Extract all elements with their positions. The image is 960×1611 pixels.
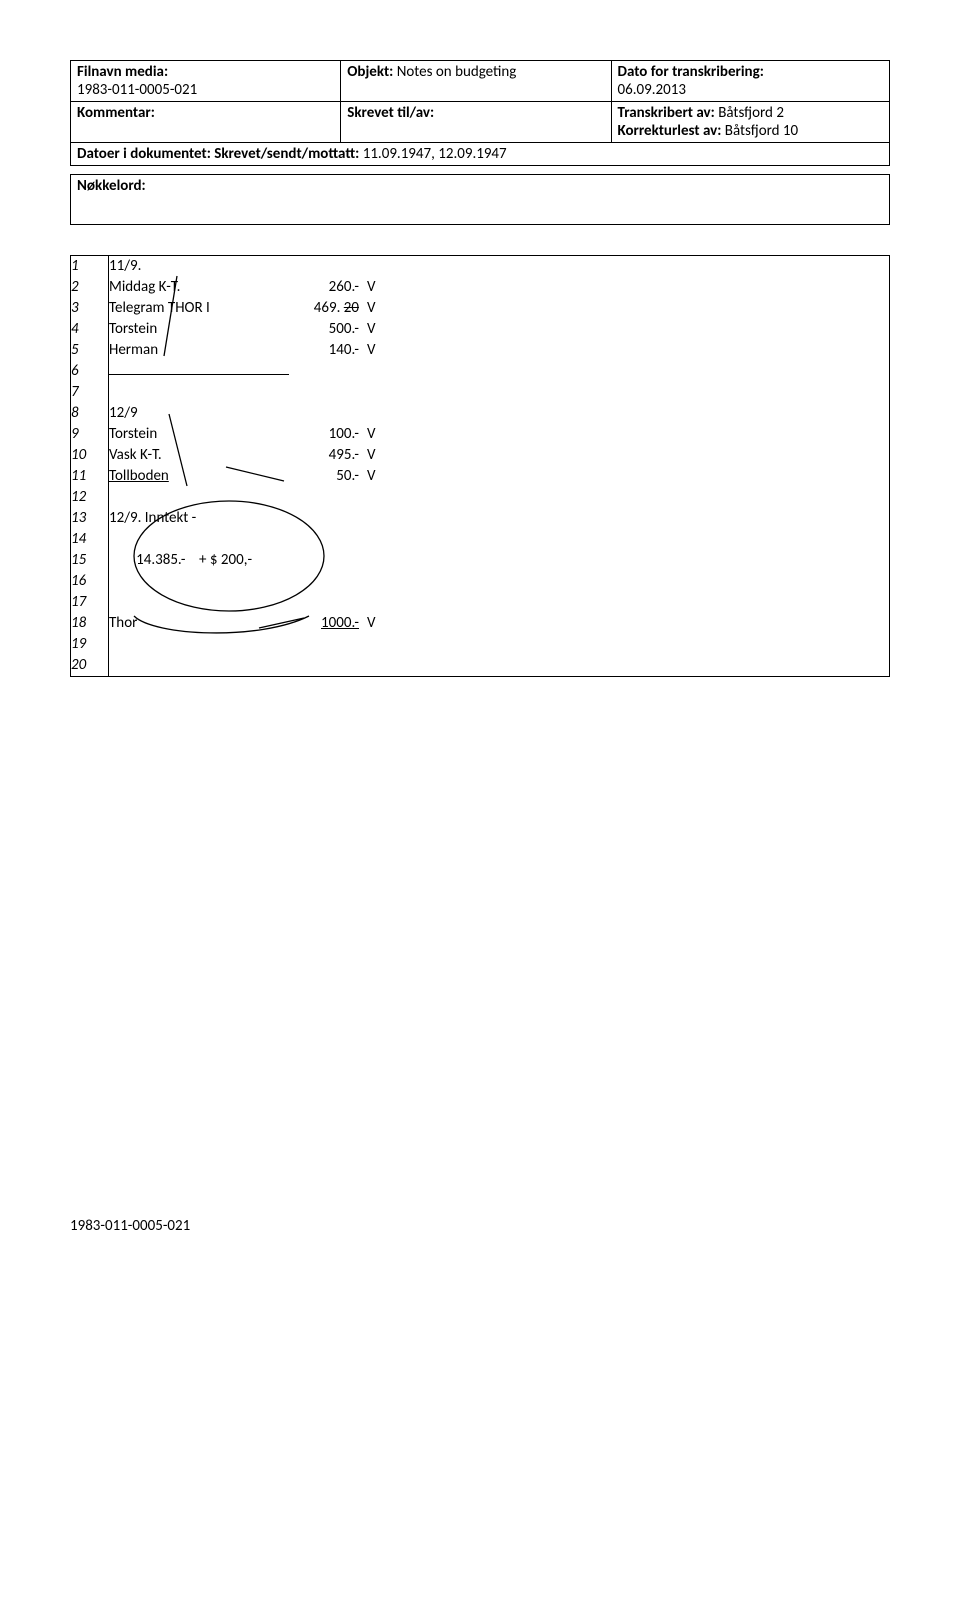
r18-desc: Thor: [109, 613, 279, 634]
meta-objekt-value: Notes on budgeting: [397, 63, 517, 81]
content-table: 1234567891011121314151617181920 11/9. Mi…: [70, 255, 890, 677]
line-number: 16: [71, 571, 108, 592]
r10-ext: V: [359, 445, 376, 466]
content-row-15: 14.385.- + $ 200,-: [109, 550, 889, 571]
r2-ext: V: [359, 277, 376, 298]
r18-val: 1000.-: [279, 613, 359, 634]
content-row-6: [109, 361, 889, 382]
content-row-7: [109, 382, 889, 403]
meta-filnavn-value: 1983-011-0005-021: [77, 81, 197, 99]
r15-desc: 14.385.- + $ 200,-: [109, 550, 252, 571]
content-row-11: Tollboden 50.- V: [109, 466, 889, 487]
line-number: 1: [71, 256, 108, 277]
content-row-1: 11/9.: [109, 256, 889, 277]
r4-val: 500.-: [279, 319, 359, 340]
line-number: 2: [71, 277, 108, 298]
r2-val: 260.-: [279, 277, 359, 298]
meta-datoer-value: 11.09.1947, 12.09.1947: [363, 145, 507, 163]
meta-datoer-label: Datoer i dokumentet: Skrevet/sendt/motta…: [77, 145, 359, 163]
r5-val: 140.-: [279, 340, 359, 361]
content-row-8: 12/9: [109, 403, 889, 424]
content-row-3: Telegram THOR I 469. 20 V: [109, 298, 889, 319]
line-number-column: 1234567891011121314151617181920: [71, 256, 109, 677]
line-number: 4: [71, 319, 108, 340]
horizontal-rule: [109, 361, 289, 375]
r5-desc: Herman: [109, 340, 279, 361]
content-row-16: [109, 571, 889, 592]
content-row-10: Vask K-T. 495.- V: [109, 445, 889, 466]
r11-ext: V: [359, 466, 376, 487]
meta-transkribert-value: Båtsfjord 2: [718, 104, 784, 122]
r18-ext: V: [359, 613, 376, 634]
line-number: 13: [71, 508, 108, 529]
r8-desc: 12/9: [109, 403, 279, 424]
line-number: 14: [71, 529, 108, 550]
meta-kommentar-label: Kommentar:: [77, 104, 155, 122]
content-row-13: 12/9. Inntekt -: [109, 508, 889, 529]
content-row-17: [109, 592, 889, 613]
r3-val: 469. 20: [279, 298, 359, 319]
r10-val: 495.-: [279, 445, 359, 466]
content-row-4: Torstein 500.- V: [109, 319, 889, 340]
line-number: 19: [71, 634, 108, 655]
line-number: 5: [71, 340, 108, 361]
line-number: 18: [71, 613, 108, 634]
r10-desc: Vask K-T.: [109, 445, 279, 466]
r4-ext: V: [359, 319, 376, 340]
content-row-12: [109, 487, 889, 508]
meta-dato-value: 06.09.2013: [618, 81, 686, 99]
content-row-20: [109, 655, 889, 676]
meta-objekt-label: Objekt:: [347, 63, 393, 81]
meta-korrektur-value: Båtsfjord 10: [725, 122, 798, 140]
r9-val: 100.-: [279, 424, 359, 445]
r9-ext: V: [359, 424, 376, 445]
r3-ext: V: [359, 298, 376, 319]
r1-desc: 11/9.: [109, 256, 279, 277]
footer-filename: 1983-011-0005-021: [70, 1217, 890, 1235]
metadata-table: Filnavn media: 1983-011-0005-021 Objekt:…: [70, 60, 890, 166]
line-number: 11: [71, 466, 108, 487]
line-number: 8: [71, 403, 108, 424]
meta-transkribert-label: Transkribert av:: [618, 104, 715, 122]
r2-desc: Middag K-T.: [109, 277, 279, 298]
content-row-14: [109, 529, 889, 550]
meta-filnavn-label: Filnavn media:: [77, 63, 168, 81]
r11-desc: Tollboden: [109, 466, 279, 487]
r4-desc: Torstein: [109, 319, 279, 340]
line-number: 7: [71, 382, 108, 403]
line-number: 6: [71, 361, 108, 382]
line-number: 15: [71, 550, 108, 571]
line-number: 3: [71, 298, 108, 319]
line-number: 20: [71, 655, 108, 676]
content-row-9: Torstein 100.- V: [109, 424, 889, 445]
r13-desc: 12/9. Inntekt -: [109, 508, 196, 529]
content-row-5: Herman 140.- V: [109, 340, 889, 361]
line-number: 9: [71, 424, 108, 445]
meta-nokkelord-label: Nøkkelord:: [77, 177, 146, 195]
line-number: 10: [71, 445, 108, 466]
line-number: 17: [71, 592, 108, 613]
meta-dato-label: Dato for transkribering:: [618, 63, 764, 81]
content-row-2: Middag K-T. 260.- V: [109, 277, 889, 298]
meta-korrektur-label: Korrekturlest av:: [618, 122, 722, 140]
r5-ext: V: [359, 340, 376, 361]
meta-skrevet-label: Skrevet til/av:: [347, 104, 434, 122]
r9-desc: Torstein: [109, 424, 279, 445]
r11-val: 50.-: [279, 466, 359, 487]
r3-desc: Telegram THOR I: [109, 298, 279, 319]
content-row-19: [109, 634, 889, 655]
content-column: 11/9. Middag K-T. 260.- V Telegram THOR …: [109, 256, 890, 677]
line-number: 12: [71, 487, 108, 508]
keywords-table: Nøkkelord:: [70, 174, 890, 225]
content-row-18: Thor 1000.- V: [109, 613, 889, 634]
